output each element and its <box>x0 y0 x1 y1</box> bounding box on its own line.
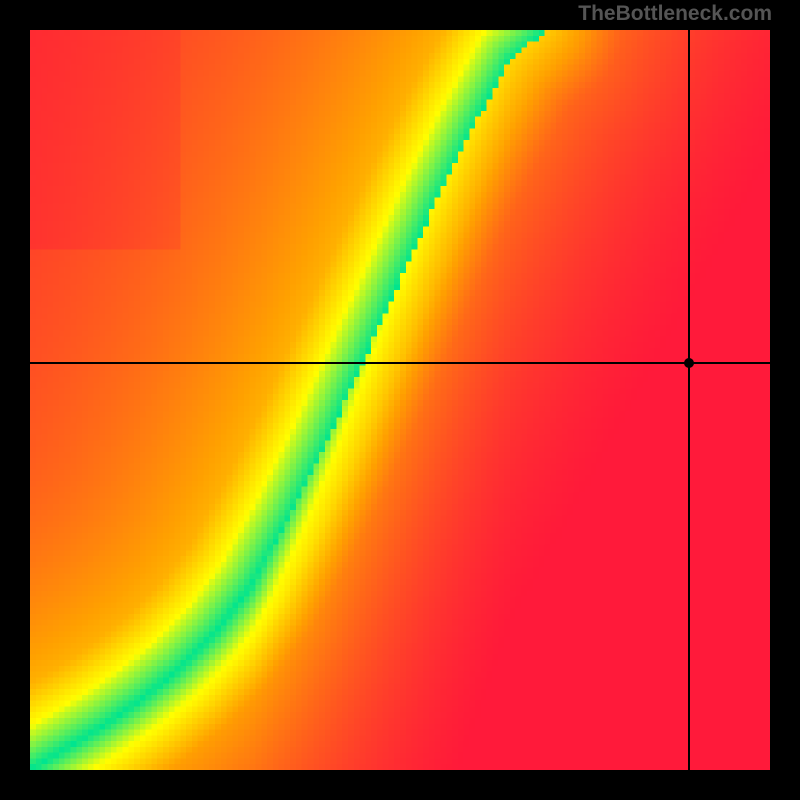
crosshair-vertical <box>688 30 690 770</box>
crosshair-horizontal <box>30 362 770 364</box>
crosshair-marker <box>684 358 694 368</box>
heatmap-canvas <box>30 30 770 770</box>
attribution-text: TheBottleneck.com <box>578 2 772 26</box>
